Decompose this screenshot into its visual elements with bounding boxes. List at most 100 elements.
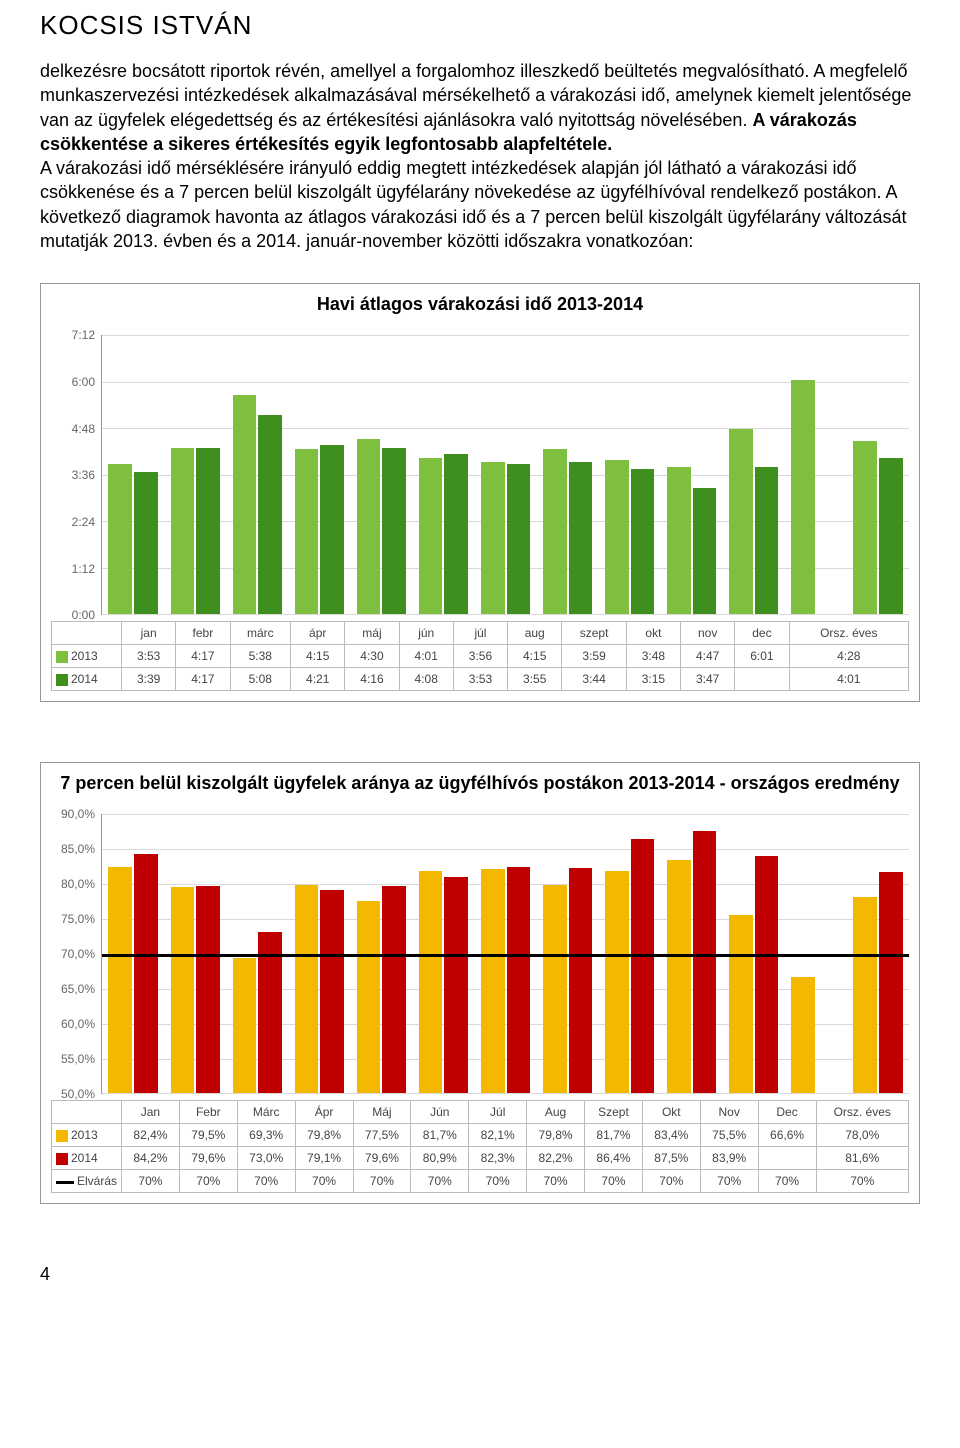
- bar: [444, 454, 468, 615]
- bar: [233, 958, 257, 1093]
- bar: [879, 872, 903, 1093]
- chart1-area: 7:126:004:483:362:241:120:00 janfebrmárc…: [51, 335, 909, 691]
- bar: [108, 867, 132, 1094]
- table-cell: 80,9%: [411, 1147, 469, 1170]
- table-cell: 66,6%: [758, 1124, 816, 1147]
- table-cell: 70%: [700, 1170, 758, 1193]
- table-cell: 81,6%: [816, 1147, 909, 1170]
- bar: [295, 449, 319, 614]
- table-cell: 82,4%: [122, 1124, 180, 1147]
- bar: [755, 856, 779, 1093]
- bar: [196, 448, 220, 614]
- bar-group: [785, 335, 847, 614]
- table-cell: 4:17: [176, 668, 230, 691]
- table-cell: 4:30: [345, 645, 399, 668]
- chart1-data-table: janfebrmárcáprmájjúnjúlaugszeptoktnovdec…: [51, 621, 909, 691]
- bar: [481, 462, 505, 615]
- bar: [693, 488, 717, 614]
- bar-group: [164, 335, 226, 614]
- bar: [879, 458, 903, 614]
- table-cell: 70%: [758, 1170, 816, 1193]
- bar: [791, 977, 815, 1093]
- table-cell: 73,0%: [237, 1147, 295, 1170]
- table-cell: 3:15: [626, 668, 680, 691]
- table-col-header: Okt: [642, 1101, 700, 1124]
- chart2-yaxis: 90,0%85,0%80,0%75,0%70,0%65,0%60,0%55,0%…: [51, 814, 101, 1094]
- table-col-header: okt: [626, 622, 680, 645]
- bar: [605, 460, 629, 615]
- table-col-header: Aug: [527, 1101, 585, 1124]
- table-cell: 4:01: [399, 645, 453, 668]
- chart2-area: 90,0%85,0%80,0%75,0%70,0%65,0%60,0%55,0%…: [51, 814, 909, 1193]
- table-cell: 79,6%: [179, 1147, 237, 1170]
- table-cell: 4:17: [176, 645, 230, 668]
- table-cell: 83,9%: [700, 1147, 758, 1170]
- bar: [631, 839, 655, 1094]
- table-cell: 70%: [527, 1170, 585, 1193]
- chart1-plot-wrapper: 7:126:004:483:362:241:120:00: [51, 335, 909, 615]
- table-cell: 4:28: [789, 645, 908, 668]
- table-row-header: 2014: [52, 1147, 122, 1170]
- bar: [543, 885, 567, 1094]
- table-cell: 70%: [816, 1170, 909, 1193]
- chart1-plot: [101, 335, 909, 615]
- table-col-header: jan: [122, 622, 176, 645]
- bar: [171, 448, 195, 614]
- bar: [791, 380, 815, 614]
- table-cell: 4:16: [345, 668, 399, 691]
- bar: [693, 831, 717, 1094]
- bar: [108, 464, 132, 615]
- bar: [755, 467, 779, 614]
- bar: [357, 439, 381, 614]
- author-name: KOCSIS ISTVÁN: [40, 10, 920, 41]
- bar: [233, 395, 257, 614]
- bar: [729, 429, 753, 615]
- table-cell: 70%: [469, 1170, 527, 1193]
- table-col-header: márc: [230, 622, 291, 645]
- bar: [320, 445, 344, 614]
- table-cell: [735, 668, 789, 691]
- table-cell: 70%: [295, 1170, 353, 1193]
- table-cell: 82,2%: [527, 1147, 585, 1170]
- bar-group: [661, 335, 723, 614]
- table-col-header: ápr: [291, 622, 345, 645]
- bar: [507, 464, 531, 615]
- bar: [569, 868, 593, 1093]
- bar: [134, 854, 158, 1093]
- table-col-header: nov: [681, 622, 735, 645]
- table-cell: 77,5%: [353, 1124, 411, 1147]
- bar: [481, 869, 505, 1094]
- bar: [507, 867, 531, 1093]
- table-cell: 3:47: [681, 668, 735, 691]
- chart1-container: Havi átlagos várakozási idő 2013-2014 7:…: [40, 283, 920, 702]
- bar: [382, 448, 406, 614]
- table-cell: 3:59: [562, 645, 626, 668]
- chart1-bars: [102, 335, 909, 614]
- table-col-header: Nov: [700, 1101, 758, 1124]
- chart2-title: 7 percen belül kiszolgált ügyfelek arány…: [51, 773, 909, 794]
- table-cell: 69,3%: [237, 1124, 295, 1147]
- table-cell: 4:01: [789, 668, 908, 691]
- chart1-title: Havi átlagos várakozási idő 2013-2014: [51, 294, 909, 315]
- bar: [444, 877, 468, 1093]
- page-number: 4: [40, 1264, 920, 1285]
- chart2-plot-wrapper: 90,0%85,0%80,0%75,0%70,0%65,0%60,0%55,0%…: [51, 814, 909, 1094]
- table-cell: 79,1%: [295, 1147, 353, 1170]
- table-cell: 3:48: [626, 645, 680, 668]
- table-col-header: aug: [508, 622, 562, 645]
- table-cell: 81,7%: [585, 1124, 643, 1147]
- table-cell: 70%: [642, 1170, 700, 1193]
- bar-group: [412, 335, 474, 614]
- table-col-header: Dec: [758, 1101, 816, 1124]
- text-part2: A várakozási idő mérséklésére irányuló e…: [40, 158, 907, 251]
- table-cell: 75,5%: [700, 1124, 758, 1147]
- table-col-header: Febr: [179, 1101, 237, 1124]
- bar: [196, 886, 220, 1093]
- bar: [729, 915, 753, 1094]
- bar: [569, 462, 593, 614]
- chart2-data-table: JanFebrMárcÁprMájJúnJúlAugSzeptOktNovDec…: [51, 1100, 909, 1193]
- bar: [853, 897, 877, 1093]
- table-cell: 82,1%: [469, 1124, 527, 1147]
- table-col-header: máj: [345, 622, 399, 645]
- table-cell: [758, 1147, 816, 1170]
